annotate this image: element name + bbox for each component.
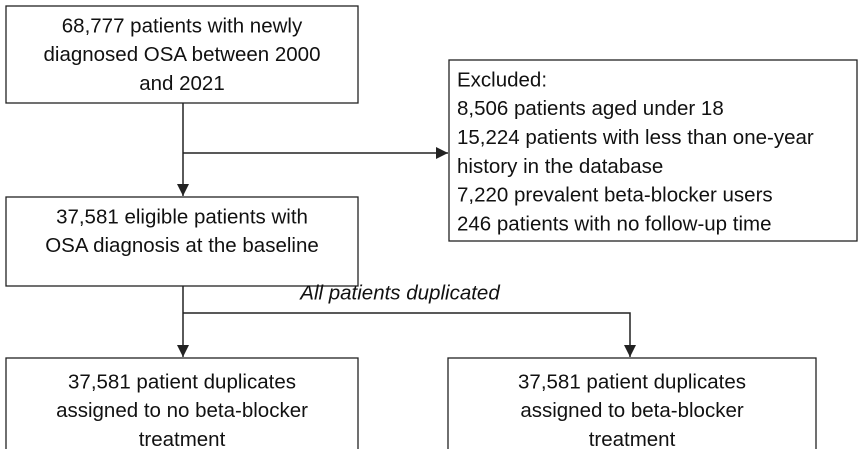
node-text: and 2021 (139, 72, 225, 95)
node-text: 7,220 prevalent beta-blocker users (457, 184, 773, 207)
node-text: 8,506 patients aged under 18 (457, 97, 724, 120)
node-text: Excluded: (457, 68, 547, 91)
node-text: 246 patients with no follow-up time (457, 212, 772, 235)
node-texts: 68,777 patients with newly diagnosed OSA … (44, 14, 814, 449)
node-text: diagnosed OSA between 2000 (44, 43, 321, 66)
node-text: 15,224 patients with less than one-year (457, 126, 814, 149)
box-source (5, 5, 359, 104)
node-text: treatment (589, 428, 676, 449)
box-no-bb (5, 357, 359, 449)
node-text: history in the database (457, 155, 663, 178)
node-text: 68,777 patients with newly (62, 14, 303, 37)
node-text: treatment (139, 428, 226, 449)
box-excluded (448, 59, 858, 242)
node-text: 37,581 patient duplicates (518, 370, 746, 393)
arrow (183, 312, 636, 357)
node-text: OSA diagnosis at the baseline (45, 234, 319, 257)
node-text: assigned to no beta-blocker (56, 399, 308, 422)
box-bb (447, 357, 817, 449)
box-eligible (5, 196, 359, 287)
node-text: assigned to beta-blocker (520, 399, 744, 422)
edge-label: All patients duplicated (298, 281, 500, 304)
node-text: 37,581 eligible patients with (56, 205, 308, 228)
node-text: 37,581 patient duplicates (68, 370, 296, 393)
